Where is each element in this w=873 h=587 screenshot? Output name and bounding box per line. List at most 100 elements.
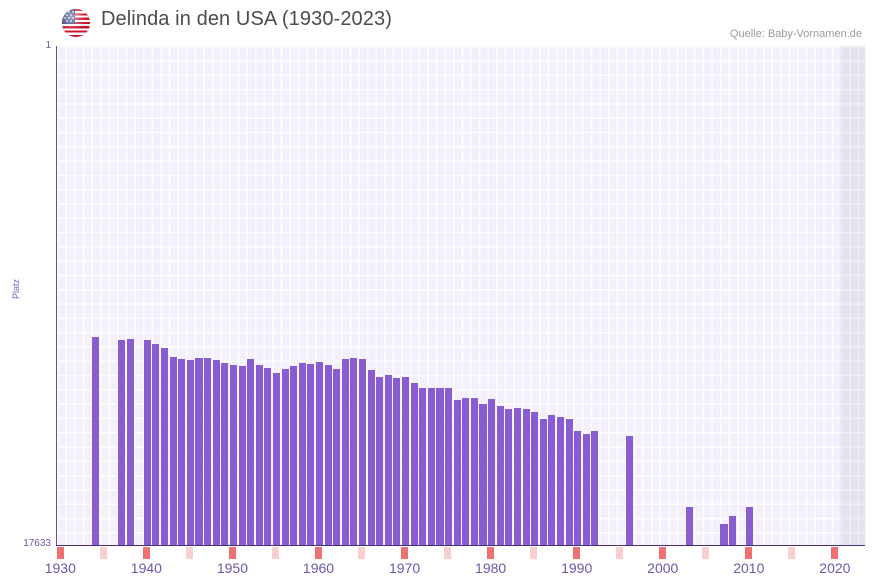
x-tick-minor bbox=[616, 547, 624, 559]
bar bbox=[255, 364, 263, 545]
bar bbox=[264, 368, 272, 545]
bar bbox=[358, 359, 367, 545]
x-tick-major bbox=[487, 547, 495, 559]
x-tick-major bbox=[56, 547, 64, 559]
bar bbox=[212, 359, 220, 545]
chart-header: Delinda in den USA (1930-2023) Quelle: B… bbox=[0, 0, 873, 45]
x-tick-minor bbox=[444, 547, 452, 559]
bar-series bbox=[57, 46, 865, 545]
x-tick-minor bbox=[357, 547, 366, 559]
x-tick-minor bbox=[530, 547, 538, 559]
bar bbox=[686, 507, 694, 545]
bar bbox=[574, 431, 582, 545]
bar bbox=[367, 369, 375, 545]
bar bbox=[548, 415, 556, 545]
plot-area bbox=[56, 46, 865, 546]
x-tick-major bbox=[142, 547, 150, 559]
bar bbox=[419, 387, 427, 545]
bar bbox=[565, 419, 573, 545]
bar bbox=[238, 365, 246, 545]
bar bbox=[436, 388, 444, 545]
bar bbox=[195, 357, 203, 545]
bar bbox=[341, 359, 349, 545]
x-axis-tick-label: 1960 bbox=[302, 560, 335, 576]
x-axis-tick-label: 1940 bbox=[130, 560, 162, 576]
bar bbox=[272, 372, 280, 545]
bar bbox=[186, 359, 194, 545]
bar bbox=[445, 387, 453, 545]
us-flag-icon bbox=[62, 9, 90, 37]
x-tick-major bbox=[659, 547, 667, 559]
bar bbox=[350, 357, 358, 545]
x-tick-major bbox=[831, 547, 839, 559]
x-tick-minor bbox=[271, 547, 279, 559]
bar bbox=[582, 434, 590, 545]
x-axis-labels: 1930 1940 1950 1960 1970 1980 1990 2000 2010 2020 bbox=[45, 560, 865, 584]
x-axis-tick-label: 1930 bbox=[44, 560, 76, 576]
x-tick-major bbox=[314, 547, 322, 559]
y-axis-tick-top: 1 bbox=[45, 40, 51, 51]
x-tick-minor bbox=[788, 547, 796, 559]
bar bbox=[591, 431, 599, 545]
bar bbox=[402, 377, 410, 545]
bar bbox=[143, 340, 151, 545]
bar bbox=[324, 364, 332, 545]
source-label: Quelle: Baby-Vornamen.de bbox=[729, 28, 862, 40]
x-tick-major bbox=[745, 547, 753, 559]
bar bbox=[470, 398, 478, 545]
bar bbox=[333, 368, 341, 545]
bar bbox=[152, 344, 160, 545]
bar bbox=[118, 340, 126, 545]
bar bbox=[462, 398, 470, 545]
bar bbox=[169, 356, 177, 545]
x-axis-tick-label: 2020 bbox=[819, 560, 851, 576]
bar bbox=[479, 403, 487, 545]
bar bbox=[410, 383, 418, 545]
x-tick-major bbox=[401, 547, 409, 559]
x-tick-major bbox=[228, 547, 236, 559]
bar bbox=[315, 361, 323, 545]
bar bbox=[729, 515, 737, 545]
flag-gloss bbox=[62, 9, 90, 37]
x-axis-tick-label: 2010 bbox=[733, 560, 765, 576]
bar bbox=[281, 368, 289, 545]
bar bbox=[221, 362, 229, 545]
bar bbox=[376, 376, 384, 545]
x-axis-tick-label: 1970 bbox=[388, 560, 421, 576]
bar bbox=[556, 417, 564, 545]
y-axis-title: Platz bbox=[11, 279, 21, 300]
bar bbox=[746, 507, 754, 545]
bar bbox=[720, 524, 728, 545]
bar bbox=[247, 358, 255, 545]
bar bbox=[393, 378, 401, 545]
bar bbox=[161, 348, 169, 545]
x-tick-minor bbox=[702, 547, 710, 559]
bar bbox=[488, 399, 496, 545]
bar bbox=[384, 374, 392, 545]
bar bbox=[427, 388, 435, 545]
page-title: Delinda in den USA (1930-2023) bbox=[101, 8, 392, 30]
x-tick-minor bbox=[99, 547, 107, 559]
y-axis-tick-bottom: 17633 bbox=[23, 538, 51, 549]
bar bbox=[178, 358, 186, 545]
x-axis-tick-strip bbox=[56, 547, 865, 559]
x-tick-minor bbox=[185, 547, 193, 559]
bar bbox=[539, 419, 547, 545]
bar bbox=[625, 436, 633, 545]
bar bbox=[496, 405, 504, 545]
bar bbox=[307, 364, 315, 545]
x-axis-tick-label: 2000 bbox=[647, 560, 679, 576]
bar bbox=[531, 411, 539, 545]
bar bbox=[298, 362, 306, 545]
bar bbox=[453, 400, 461, 545]
bar bbox=[92, 337, 100, 545]
bar bbox=[229, 364, 237, 545]
x-axis-tick-label: 1950 bbox=[216, 560, 248, 576]
bar bbox=[126, 338, 134, 545]
bar bbox=[204, 357, 212, 545]
bar bbox=[513, 407, 521, 545]
bar bbox=[522, 409, 530, 545]
x-tick-major bbox=[573, 547, 581, 559]
bar bbox=[290, 365, 298, 545]
